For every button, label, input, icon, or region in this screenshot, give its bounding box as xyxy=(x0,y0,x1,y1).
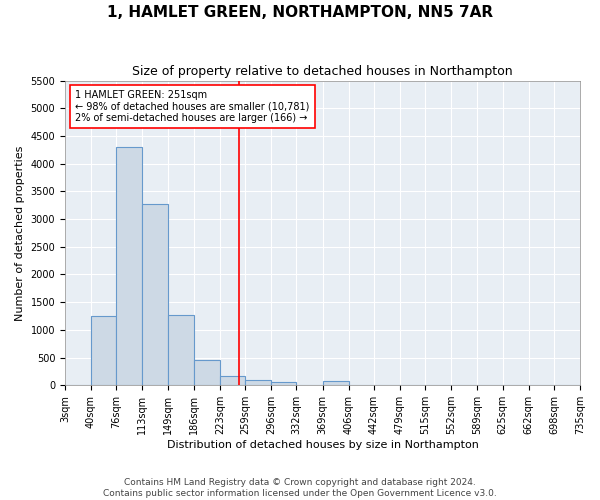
Bar xyxy=(323,382,349,385)
Bar xyxy=(116,147,142,385)
Bar xyxy=(220,376,245,385)
Text: Contains HM Land Registry data © Crown copyright and database right 2024.
Contai: Contains HM Land Registry data © Crown c… xyxy=(103,478,497,498)
Bar xyxy=(142,204,168,385)
Y-axis label: Number of detached properties: Number of detached properties xyxy=(15,145,25,320)
Bar xyxy=(271,382,296,385)
Text: 1 HAMLET GREEN: 251sqm
← 98% of detached houses are smaller (10,781)
2% of semi-: 1 HAMLET GREEN: 251sqm ← 98% of detached… xyxy=(76,90,310,123)
Bar xyxy=(168,315,194,385)
Title: Size of property relative to detached houses in Northampton: Size of property relative to detached ho… xyxy=(132,65,513,78)
Bar xyxy=(91,316,116,385)
Bar xyxy=(194,360,220,385)
Bar xyxy=(245,380,271,385)
X-axis label: Distribution of detached houses by size in Northampton: Distribution of detached houses by size … xyxy=(167,440,478,450)
Text: 1, HAMLET GREEN, NORTHAMPTON, NN5 7AR: 1, HAMLET GREEN, NORTHAMPTON, NN5 7AR xyxy=(107,5,493,20)
